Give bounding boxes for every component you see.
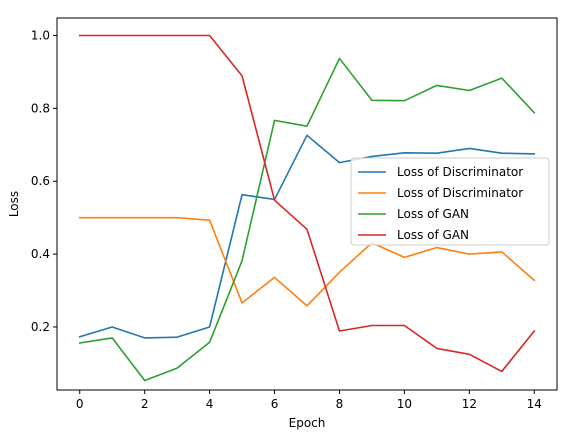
- x-tick-label: 8: [336, 397, 344, 411]
- series-line-3: [78, 57, 536, 382]
- legend: Loss of Discriminator Loss of Discriminat…: [350, 157, 550, 246]
- plot-frame: [56, 17, 558, 391]
- y-tick-label: 0.4: [31, 247, 50, 261]
- x-tick-label: 4: [206, 397, 214, 411]
- y-tick-label: 0.6: [31, 174, 50, 188]
- x-tick-label: 10: [397, 397, 412, 411]
- x-tick-label: 12: [462, 397, 477, 411]
- x-axis-ticks: 0 2 4 6 8 10 12 14: [76, 390, 542, 411]
- x-tick-label: 0: [76, 397, 84, 411]
- legend-label-4: Loss of GAN: [397, 228, 469, 242]
- x-axis-label: Epoch: [289, 416, 326, 430]
- series-line-4: [78, 34, 536, 373]
- y-axis-label: Loss: [7, 191, 21, 217]
- legend-label-2: Loss of Discriminator: [397, 186, 523, 200]
- y-tick-label: 1.0: [31, 28, 50, 42]
- x-tick-label: 6: [271, 397, 279, 411]
- series-line-2: [78, 216, 536, 307]
- y-tick-label: 0.2: [31, 320, 50, 334]
- legend-label-3: Loss of GAN: [397, 207, 469, 221]
- x-tick-label: 2: [141, 397, 149, 411]
- series-line-1: [78, 134, 536, 339]
- y-tick-label: 0.8: [31, 101, 50, 115]
- y-axis-ticks: 0.2 0.4 0.6 0.8 1.0: [31, 28, 57, 334]
- x-tick-label: 14: [527, 397, 542, 411]
- legend-box: [350, 157, 550, 246]
- series-layer: [78, 34, 536, 382]
- legend-label-1: Loss of Discriminator: [397, 165, 523, 179]
